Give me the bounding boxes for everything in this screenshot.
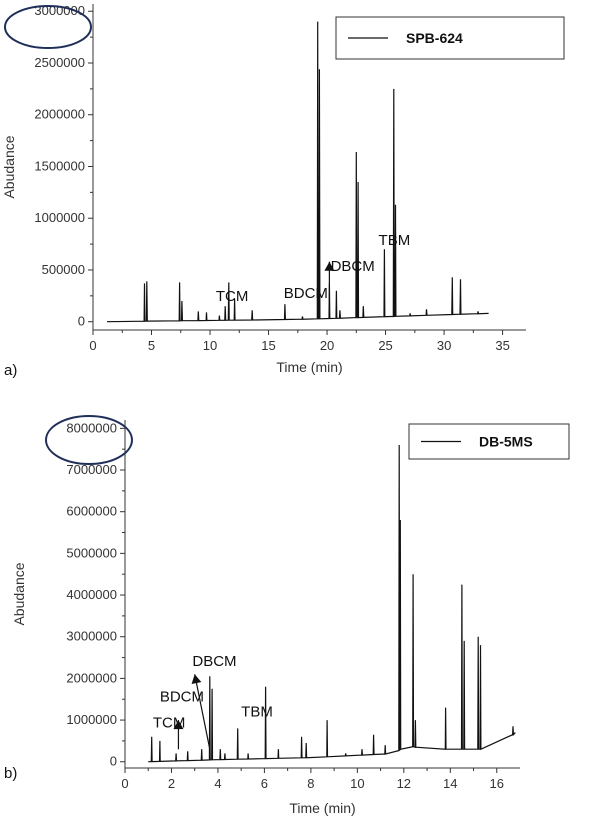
annotation-label: TBM xyxy=(379,232,411,249)
x-axis-title: Time (min) xyxy=(276,359,342,375)
y-axis-title: Abudance xyxy=(1,135,17,198)
series-line-0 xyxy=(107,22,489,322)
x-tick-label: 2 xyxy=(168,776,175,791)
x-tick-label: 12 xyxy=(397,776,411,791)
y-tick-label: 6000000 xyxy=(66,504,117,519)
annotation-label: BDCM xyxy=(160,688,204,705)
x-axis-title: Time (min) xyxy=(289,800,355,816)
y-tick-label: 2000000 xyxy=(66,670,117,685)
y-tick-label: 5000000 xyxy=(66,545,117,560)
x-tick-label: 10 xyxy=(203,338,217,353)
y-tick-label: 0 xyxy=(110,754,117,769)
x-tick-label: 35 xyxy=(495,338,509,353)
annotation-arrow-shaft xyxy=(195,674,210,749)
y-tick-label: 4000000 xyxy=(66,587,117,602)
panel-a-chart: 0 5 10 15 20 25 30 35 0 500000 1000000 1500000 20000… xyxy=(1,3,564,379)
x-tick-label: 25 xyxy=(378,338,392,353)
x-tick-label: 8 xyxy=(307,776,314,791)
y-tick-label: 1500000 xyxy=(34,158,85,173)
y-tick-label: 0 xyxy=(78,314,85,329)
x-tick-label: 20 xyxy=(320,338,334,353)
annotation-label: BDCM xyxy=(284,285,328,302)
annotation-label: TCM xyxy=(216,288,249,305)
x-tick-label: 30 xyxy=(437,338,451,353)
y-tick-label: 500000 xyxy=(42,262,85,277)
x-tick-label: 0 xyxy=(89,338,96,353)
x-tick-label: 4 xyxy=(214,776,221,791)
legend-label: DB-5MS xyxy=(479,434,533,450)
x-tick-label: 5 xyxy=(148,338,155,353)
y-axis-title: Abudance xyxy=(11,562,27,625)
x-tick-label: 10 xyxy=(350,776,364,791)
annotation-arrow-head xyxy=(192,674,202,684)
annotation-label: DBCM xyxy=(192,653,236,670)
x-tick-label: 16 xyxy=(490,776,504,791)
y-tick-label: 1000000 xyxy=(66,712,117,727)
x-tick-label: 15 xyxy=(261,338,275,353)
panel-letter: a) xyxy=(4,362,17,379)
legend-label: SPB-624 xyxy=(406,30,463,46)
panel-b-chart: 0 2 4 6 8 10 12 14 16 0 1000000 2000000 3000000 40000… xyxy=(4,416,569,816)
x-tick-label: 14 xyxy=(443,776,457,791)
annotation-label: TBM xyxy=(241,704,273,721)
x-tick-label: 6 xyxy=(261,776,268,791)
annotation-label: DBCM xyxy=(331,258,375,275)
y-tick-label: 2500000 xyxy=(34,55,85,70)
y-tick-label: 8000000 xyxy=(66,420,117,435)
panel-letter: b) xyxy=(4,765,17,782)
y-tick-label: 3000000 xyxy=(66,629,117,644)
x-tick-label: 0 xyxy=(121,776,128,791)
y-tick-label: 2000000 xyxy=(34,107,85,122)
y-tick-label: 1000000 xyxy=(34,210,85,225)
